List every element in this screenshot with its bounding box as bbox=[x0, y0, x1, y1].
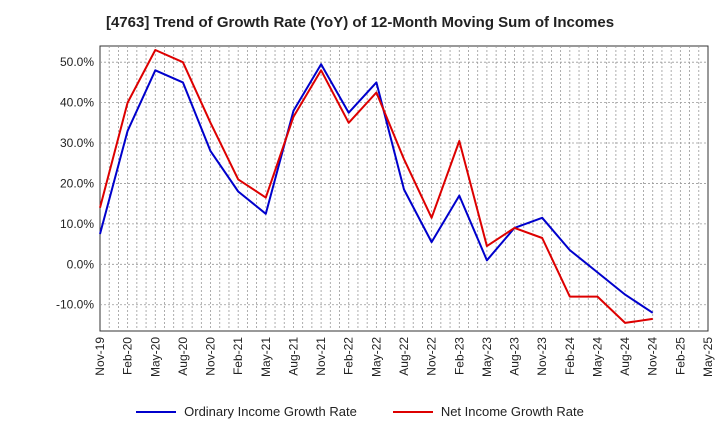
x-tick-label: Nov-20 bbox=[204, 337, 218, 376]
x-tick-label: May-22 bbox=[369, 337, 383, 377]
x-tick-label: Nov-24 bbox=[646, 337, 660, 376]
gridlines bbox=[100, 46, 708, 331]
x-tick-label: Feb-24 bbox=[563, 337, 577, 375]
x-tick-label: Nov-22 bbox=[425, 337, 439, 376]
y-tick-label: 40.0% bbox=[60, 96, 94, 110]
series-line-0 bbox=[99, 63, 654, 314]
x-tick-label: May-21 bbox=[259, 337, 273, 377]
x-tick-label: Feb-25 bbox=[673, 337, 687, 375]
x-tick-label: Nov-19 bbox=[93, 337, 107, 376]
legend-swatch-net bbox=[392, 410, 433, 413]
legend: Ordinary Income Growth Rate Net Income G… bbox=[0, 404, 720, 419]
x-tick-label: Feb-21 bbox=[231, 337, 245, 375]
x-tick-label: May-20 bbox=[148, 337, 162, 377]
x-tick-label: Feb-23 bbox=[452, 337, 466, 375]
legend-item-net: Net Income Growth Rate bbox=[392, 404, 584, 419]
chart-title: [4763] Trend of Growth Rate (YoY) of 12-… bbox=[105, 14, 615, 31]
x-tick-label: Aug-21 bbox=[286, 337, 300, 376]
x-tick-label: Feb-20 bbox=[121, 337, 135, 375]
x-tick-label: Aug-20 bbox=[176, 337, 190, 376]
legend-label-net: Net Income Growth Rate bbox=[440, 404, 584, 419]
y-tick-label: 30.0% bbox=[60, 136, 94, 150]
legend-item-ordinary: Ordinary Income Growth Rate bbox=[136, 404, 357, 419]
y-tick-label: 50.0% bbox=[60, 55, 94, 69]
y-tick-label: 10.0% bbox=[60, 217, 94, 231]
x-tick-label: Nov-21 bbox=[314, 337, 328, 376]
x-tick-label: Aug-23 bbox=[508, 337, 522, 376]
x-tick-label: Nov-23 bbox=[535, 337, 549, 376]
x-tick-label: May-23 bbox=[480, 337, 494, 377]
legend-swatch-ordinary bbox=[136, 410, 177, 413]
x-tick-label: May-25 bbox=[701, 337, 715, 377]
legend-label-ordinary: Ordinary Income Growth Rate bbox=[184, 404, 357, 419]
y-axis-ticks: -10.0% 0.0% 10.0% 20.0% 30.0% 40.0% 50.0% bbox=[56, 55, 94, 312]
x-tick-label: Aug-24 bbox=[618, 337, 632, 376]
y-tick-label: -10.0% bbox=[56, 298, 94, 312]
y-tick-label: 0.0% bbox=[67, 257, 95, 271]
x-tick-label: Feb-22 bbox=[342, 337, 356, 375]
x-tick-label: May-24 bbox=[590, 337, 604, 377]
series-line-1 bbox=[99, 49, 653, 324]
series-lines bbox=[99, 49, 654, 324]
y-tick-label: 20.0% bbox=[60, 176, 94, 190]
x-tick-label: Aug-22 bbox=[397, 337, 411, 376]
x-axis-ticks: Nov-19 Feb-20 May-20 Aug-20 Nov-20 Feb-21 May-… bbox=[93, 337, 715, 377]
